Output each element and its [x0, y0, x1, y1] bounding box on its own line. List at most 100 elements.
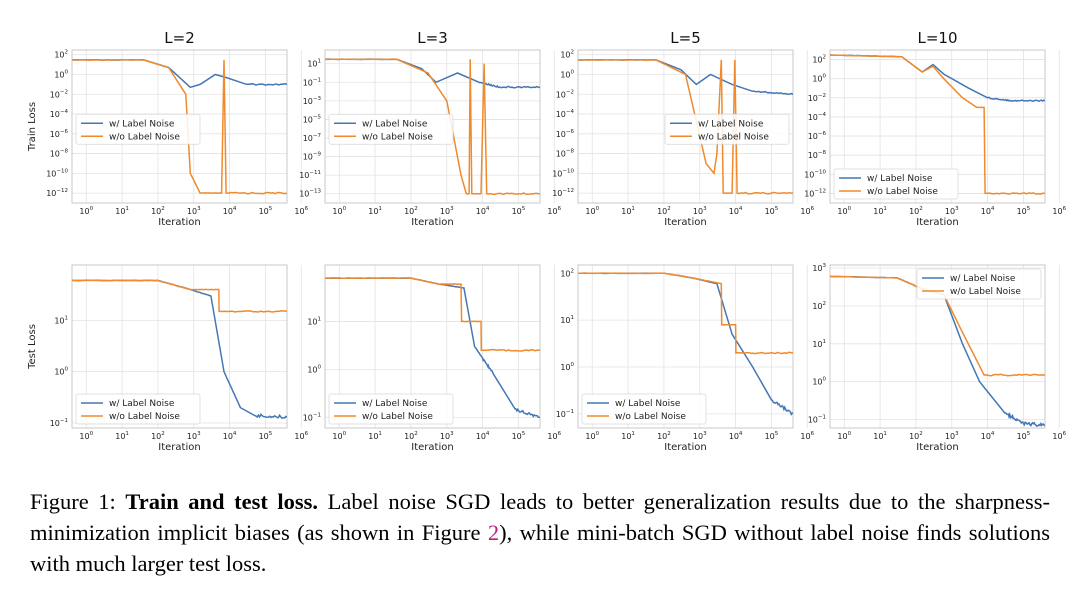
- y-tick-label: 10−7: [303, 133, 322, 143]
- x-tick-label: 103: [187, 431, 201, 441]
- y-tick-label: 100: [560, 362, 574, 372]
- legend-label: w/ Label Noise: [362, 399, 428, 409]
- legend-box: [664, 113, 790, 145]
- y-tick-label: 101: [54, 315, 68, 325]
- legend-box: [581, 393, 707, 425]
- x-tick-label: 106: [1052, 206, 1066, 216]
- x-tick-label: 105: [512, 431, 526, 441]
- x-tick-label: 100: [332, 206, 346, 216]
- y-tick-label: 100: [54, 367, 68, 377]
- panel-train-L-3: 100 101 102 103 104 105 106 101 10−1 10−3 10−5 10−7…: [299, 29, 561, 228]
- x-tick-label: 105: [259, 431, 273, 441]
- legend-box: [75, 393, 201, 425]
- y-tick-label: 10−12: [552, 188, 574, 198]
- legend: w/ Label Noise w/o Label Noise: [581, 393, 707, 425]
- legend-box: [833, 168, 959, 200]
- y-tick-label: 10−6: [50, 129, 69, 139]
- y-tick-label: 10−1: [556, 409, 574, 419]
- panel-title: L=2: [164, 29, 194, 47]
- legend-label: w/ Label Noise: [109, 119, 175, 129]
- legend: w/ Label Noise w/o Label Noise: [328, 393, 454, 425]
- y-tick-label: 10−10: [552, 168, 574, 178]
- loss-figure: 100 101 102 103 104 105 106 102 100 10−2 10−4 10−6 1…: [27, 29, 1067, 453]
- x-tick-label: 101: [368, 431, 382, 441]
- x-axis-label: Iteration: [411, 217, 453, 228]
- x-tick-label: 102: [657, 431, 671, 441]
- x-tick-label: 105: [512, 206, 526, 216]
- legend-label: w/ Label Noise: [615, 399, 681, 409]
- y-tick-label: 10−2: [808, 93, 826, 103]
- x-tick-label: 101: [873, 206, 887, 216]
- series-line-without-label-noise: [830, 275, 1045, 377]
- panel-title: L=5: [670, 29, 700, 47]
- x-tick-label: 103: [440, 431, 454, 441]
- series-line-with-label-noise: [578, 272, 793, 416]
- panel-test-L-3: 100 101 102 103 104 105 106 101 100 10−1 w/ Label …: [303, 264, 562, 453]
- y-tick-label: 101: [307, 316, 321, 326]
- x-axis-label: Iteration: [664, 217, 706, 228]
- x-tick-label: 101: [621, 206, 635, 216]
- panel-test-L-2: 100 101 102 103 104 105 106 101 100 10−1 w/ Label …: [27, 264, 309, 453]
- y-axis-label: Test Loss: [27, 324, 38, 370]
- y-tick-label: 10−6: [556, 129, 575, 139]
- x-axis-label: Iteration: [158, 217, 200, 228]
- y-tick-label: 10−2: [556, 89, 574, 99]
- legend-label: w/o Label Noise: [615, 412, 686, 422]
- x-tick-label: 102: [909, 431, 923, 441]
- y-tick-label: 102: [560, 268, 574, 278]
- series-line-without-label-noise: [72, 279, 287, 313]
- x-tick-label: 102: [151, 206, 165, 216]
- x-tick-label: 106: [547, 206, 561, 216]
- y-tick-label: 101: [812, 339, 826, 349]
- x-tick-label: 104: [223, 206, 237, 216]
- x-tick-label: 102: [151, 431, 165, 441]
- y-tick-label: 10−2: [50, 89, 68, 99]
- series-line-without-label-noise: [72, 58, 287, 195]
- x-tick-label: 101: [115, 206, 129, 216]
- plot-frame: [829, 264, 1046, 429]
- x-tick-label: 100: [837, 206, 851, 216]
- y-tick-label: 10−5: [303, 114, 322, 124]
- x-tick-label: 106: [294, 206, 308, 216]
- x-tick-label: 103: [693, 431, 707, 441]
- legend-label: w/ Label Noise: [109, 399, 175, 409]
- series-line-without-label-noise: [325, 58, 540, 196]
- y-tick-label: 10−1: [50, 418, 68, 428]
- plot-frame: [71, 264, 288, 429]
- legend: w/ Label Noise w/o Label Noise: [664, 113, 790, 145]
- x-tick-label: 103: [945, 206, 959, 216]
- x-tick-label: 103: [187, 206, 201, 216]
- y-tick-label: 10−8: [556, 149, 575, 159]
- x-tick-label: 106: [800, 206, 814, 216]
- legend-label: w/ Label Noise: [698, 119, 764, 129]
- y-tick-label: 103: [812, 263, 826, 273]
- y-tick-label: 102: [54, 50, 68, 60]
- y-tick-label: 102: [812, 55, 826, 65]
- caption-figure-ref[interactable]: 2: [487, 520, 500, 545]
- y-tick-label: 10−4: [50, 109, 69, 119]
- y-tick-label: 10−12: [804, 188, 826, 198]
- caption-text-2: ), while mini-batch SGD without label no…: [30, 520, 1051, 576]
- x-tick-label: 105: [765, 431, 779, 441]
- plot-frame: [577, 49, 794, 204]
- x-tick-label: 104: [981, 431, 995, 441]
- x-tick-label: 105: [765, 206, 779, 216]
- y-tick-label: 101: [307, 59, 321, 69]
- x-tick-label: 100: [332, 431, 346, 441]
- x-axis-label: Iteration: [664, 442, 706, 453]
- x-tick-label: 102: [404, 431, 418, 441]
- legend-label: w/o Label Noise: [109, 412, 180, 422]
- caption-bold: Train and test loss.: [125, 489, 319, 514]
- y-tick-label: 10−8: [50, 149, 69, 159]
- x-axis-label: Iteration: [158, 442, 200, 453]
- y-tick-label: 100: [812, 377, 826, 387]
- y-tick-label: 10−9: [303, 152, 322, 162]
- x-tick-label: 103: [693, 206, 707, 216]
- x-axis-label: Iteration: [916, 442, 958, 453]
- legend-label: w/o Label Noise: [362, 412, 433, 422]
- x-tick-label: 100: [585, 206, 599, 216]
- plot-frame: [71, 49, 288, 204]
- y-tick-label: 10−10: [804, 169, 826, 179]
- y-tick-label: 10−4: [808, 112, 827, 122]
- caption-label: Figure 1:: [30, 489, 116, 514]
